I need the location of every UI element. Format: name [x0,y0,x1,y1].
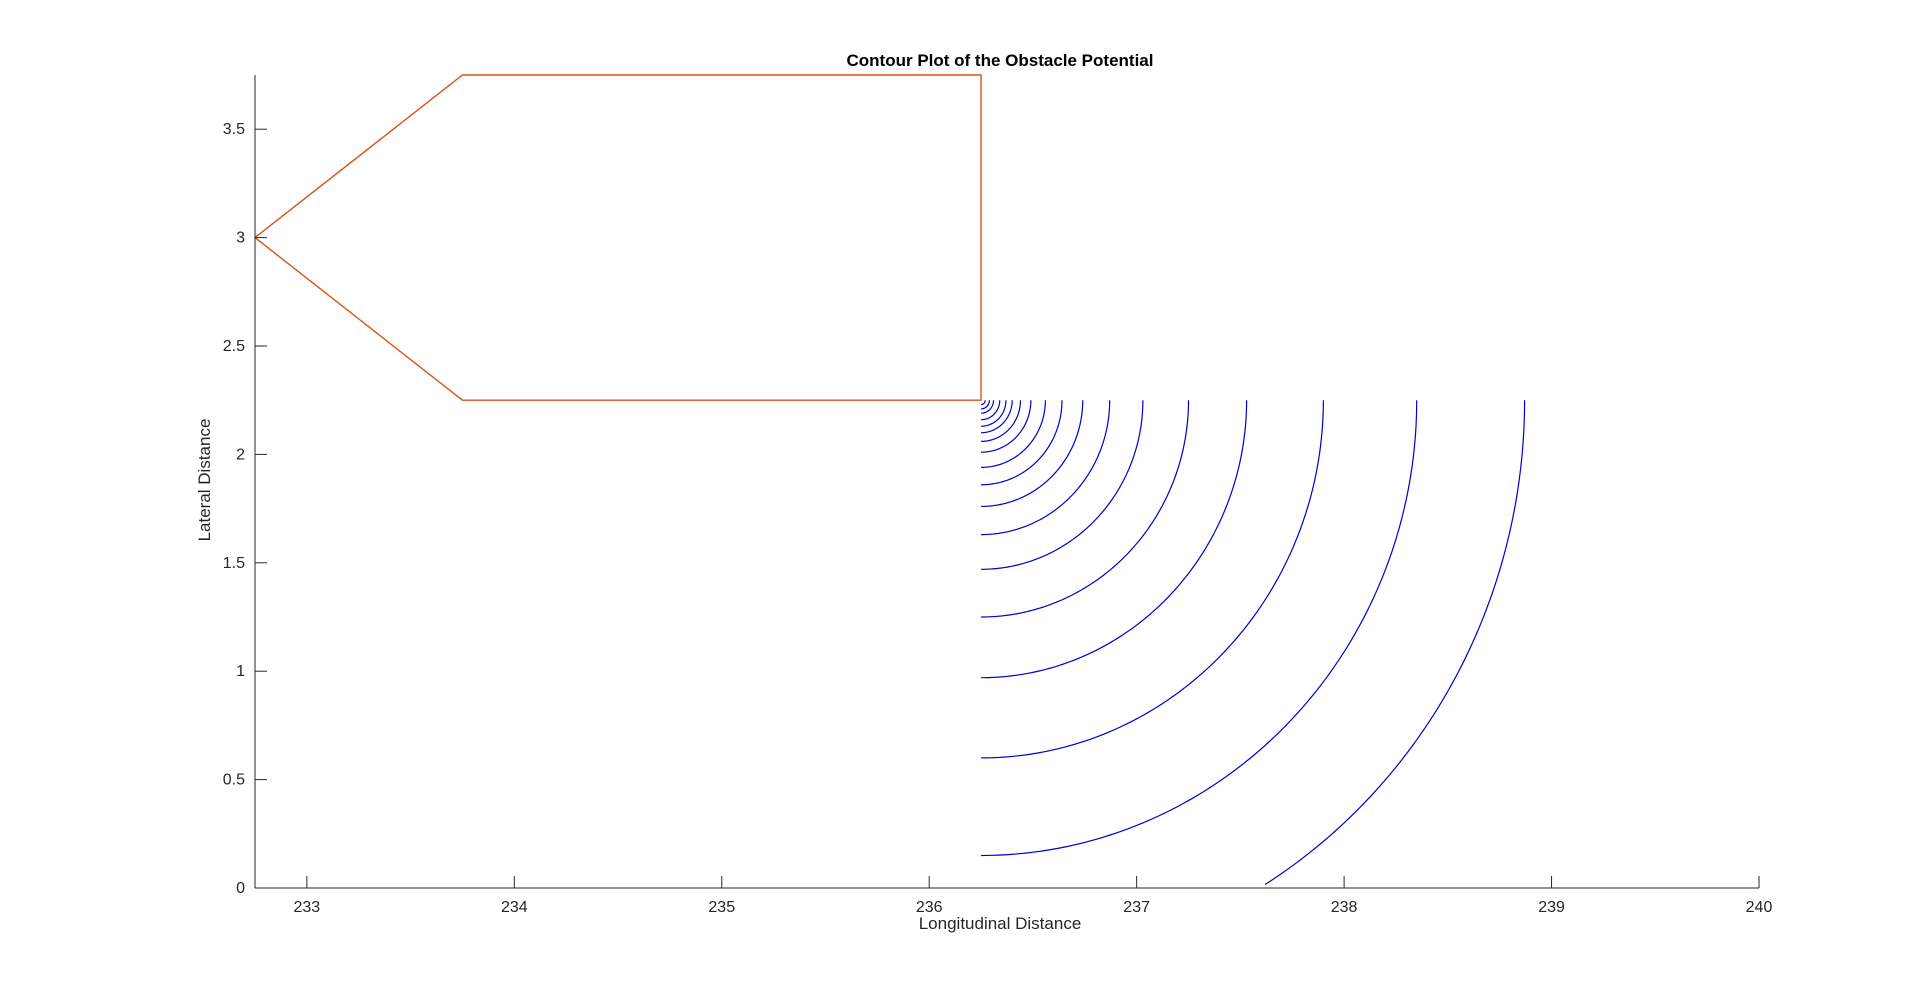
x-axis-label: Longitudinal Distance [919,914,1082,933]
contour-line-18 [1264,400,1526,886]
contour-line-12 [981,400,1111,536]
x-tick-label: 233 [294,899,321,916]
contour-line-9 [981,400,1046,469]
contour-line-1 [981,400,986,406]
contour-line-11 [981,400,1084,508]
x-tick-label: 240 [1746,899,1773,916]
chart-title: Contour Plot of the Obstacle Potential [847,51,1154,70]
y-tick-label: 0 [236,880,245,897]
contour-line-4 [981,400,1001,421]
contour-line-10 [981,400,1063,486]
y-tick-label: 3.5 [223,121,245,138]
contour-line-7 [981,400,1022,442]
y-axis-label: Lateral Distance [195,419,214,542]
x-tick-label: 238 [1331,899,1358,916]
contour-line-6 [981,400,1013,434]
y-tick-label: 2.5 [223,338,245,355]
contour-line-14 [981,400,1190,618]
x-tick-label: 235 [708,899,735,916]
obstacle-outline [254,74,982,401]
contour-line-17 [981,400,1418,857]
y-tick-label: 1.5 [223,555,245,572]
y-tick-label: 3 [236,230,245,247]
x-tick-label: 237 [1123,899,1150,916]
y-tick-label: 0.5 [223,772,245,789]
x-tick-label: 234 [501,899,528,916]
contour-line-2 [981,400,990,410]
contour-line-5 [981,400,1007,427]
y-tick-label: 2 [236,446,245,463]
contour-line-15 [981,400,1248,679]
x-tick-label: 236 [916,899,943,916]
x-tick-label: 239 [1538,899,1565,916]
contour-line-3 [981,400,995,414]
y-ticks: 0 0.5 1 1.5 2 2.5 3 3.5 [223,121,267,897]
axes [254,75,1759,889]
obstacle-line [254,74,982,401]
contour-line-13 [981,400,1144,570]
contour-line-16 [981,400,1324,759]
x-ticks: 233 234 235 236 237 238 239 240 [294,876,1773,916]
contour-line-8 [981,400,1032,453]
y-tick-label: 1 [236,663,245,680]
contour-lines [981,400,1526,886]
